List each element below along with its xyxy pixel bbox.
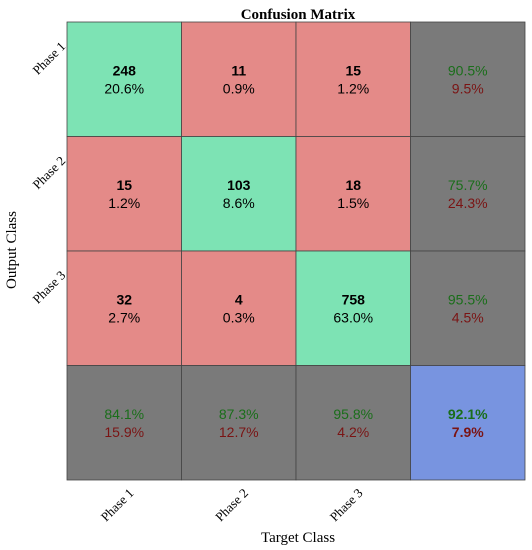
matrix-cell: 75.7% 24.3%: [410, 136, 526, 252]
matrix-cell: 87.3% 12.7%: [181, 365, 297, 481]
y-tick-label: Phase 3: [29, 268, 68, 307]
cell-background: [66, 250, 182, 366]
cell-background: [295, 250, 411, 366]
y-tick-label: Phase 1: [29, 39, 68, 78]
cell-count: 758: [342, 291, 366, 307]
accuracy-error: 7.9%: [452, 424, 484, 440]
y-axis-title: Output Class: [4, 211, 20, 289]
x-tick-label: Phase 1: [98, 485, 137, 524]
matrix-cell: 15 1.2%: [66, 136, 182, 252]
accuracy-correct: 75.7%: [448, 177, 488, 193]
cell-background: [181, 365, 297, 481]
y-tick-label: Phase 2: [29, 153, 68, 192]
accuracy-error: 4.2%: [337, 424, 369, 440]
accuracy-error: 24.3%: [448, 195, 488, 211]
accuracy-correct: 90.5%: [448, 62, 488, 78]
accuracy-correct: 84.1%: [104, 406, 144, 422]
cell-background: [66, 365, 182, 481]
matrix-cell: 32 2.7%: [66, 250, 182, 366]
cell-background: [410, 250, 526, 366]
accuracy-correct: 95.8%: [333, 406, 373, 422]
cell-percent: 0.3%: [223, 309, 255, 325]
x-axis-title: Target Class: [261, 530, 335, 546]
accuracy-error: 4.5%: [452, 309, 484, 325]
cell-percent: 1.5%: [337, 195, 369, 211]
matrix-cell: 248 20.6%: [66, 21, 182, 137]
accuracy-correct: 95.5%: [448, 291, 488, 307]
accuracy-error: 9.5%: [452, 80, 484, 96]
cell-background: [410, 365, 526, 481]
cell-background: [410, 21, 526, 137]
matrix-cell: 15 1.2%: [295, 21, 411, 137]
cell-background: [181, 250, 297, 366]
matrix-cell: 103 8.6%: [181, 136, 297, 252]
x-tick-label: Phase 3: [327, 485, 366, 524]
x-tick-label: Phase 2: [212, 485, 251, 524]
cell-count: 18: [345, 177, 361, 193]
cell-background: [181, 21, 297, 137]
matrix-cell: 4 0.3%: [181, 250, 297, 366]
accuracy-error: 15.9%: [104, 424, 144, 440]
cell-percent: 1.2%: [108, 195, 140, 211]
cell-background: [66, 21, 182, 137]
cell-percent: 20.6%: [104, 80, 144, 96]
accuracy-correct: 92.1%: [448, 406, 488, 422]
matrix-cell: 90.5% 9.5%: [410, 21, 526, 137]
cell-count: 11: [231, 62, 246, 78]
cell-percent: 63.0%: [333, 309, 373, 325]
cell-background: [181, 136, 297, 252]
cell-count: 4: [235, 291, 243, 307]
cell-percent: 0.9%: [223, 80, 255, 96]
matrix-cell: 11 0.9%: [181, 21, 297, 137]
cell-count: 32: [116, 291, 132, 307]
cell-percent: 8.6%: [223, 195, 255, 211]
accuracy-correct: 87.3%: [219, 406, 259, 422]
cell-background: [410, 136, 526, 252]
cell-percent: 2.7%: [108, 309, 140, 325]
matrix-cell: 758 63.0%: [295, 250, 411, 366]
cell-background: [295, 136, 411, 252]
cell-background: [295, 365, 411, 481]
cell-percent: 1.2%: [337, 80, 369, 96]
accuracy-error: 12.7%: [219, 424, 259, 440]
cell-count: 15: [345, 62, 361, 78]
matrix-cells: 248 20.6% 11 0.9% 15 1.2% 90.5% 9.5% 15 1.2% 103 8.…: [66, 21, 526, 481]
cell-count: 248: [113, 62, 137, 78]
cell-background: [295, 21, 411, 137]
matrix-cell: 95.8% 4.2%: [295, 365, 411, 481]
chart-title: Confusion Matrix: [241, 7, 356, 23]
matrix-cell: 18 1.5%: [295, 136, 411, 252]
matrix-cell: 95.5% 4.5%: [410, 250, 526, 366]
matrix-cell: 92.1% 7.9%: [410, 365, 526, 481]
cell-count: 15: [116, 177, 132, 193]
cell-background: [66, 136, 182, 252]
cell-count: 103: [227, 177, 251, 193]
matrix-cell: 84.1% 15.9%: [66, 365, 182, 481]
